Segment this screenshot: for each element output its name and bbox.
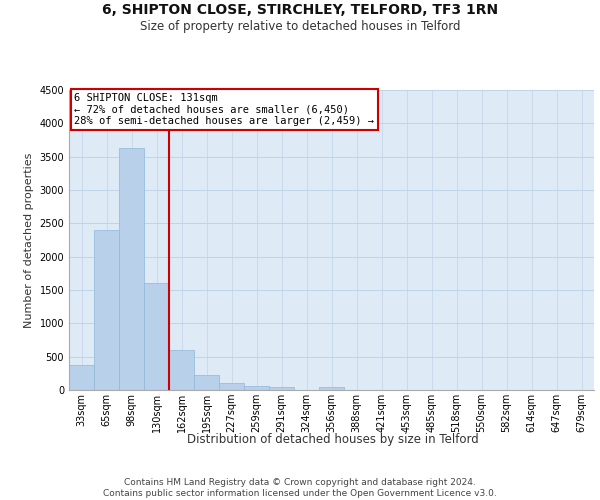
Bar xyxy=(194,375,219,390)
Y-axis label: Number of detached properties: Number of detached properties xyxy=(24,152,34,328)
Bar xyxy=(69,365,94,390)
Text: 6, SHIPTON CLOSE, STIRCHLEY, TELFORD, TF3 1RN: 6, SHIPTON CLOSE, STIRCHLEY, TELFORD, TF… xyxy=(102,2,498,16)
Text: Distribution of detached houses by size in Telford: Distribution of detached houses by size … xyxy=(187,432,479,446)
Text: Contains HM Land Registry data © Crown copyright and database right 2024.
Contai: Contains HM Land Registry data © Crown c… xyxy=(103,478,497,498)
Bar xyxy=(169,350,194,390)
Bar xyxy=(244,386,269,390)
Text: 6 SHIPTON CLOSE: 131sqm
← 72% of detached houses are smaller (6,450)
28% of semi: 6 SHIPTON CLOSE: 131sqm ← 72% of detache… xyxy=(74,93,374,126)
Bar xyxy=(119,148,144,390)
Bar xyxy=(144,284,169,390)
Bar xyxy=(94,230,119,390)
Bar xyxy=(269,386,294,390)
Text: Size of property relative to detached houses in Telford: Size of property relative to detached ho… xyxy=(140,20,460,33)
Bar xyxy=(319,386,344,390)
Bar xyxy=(219,384,244,390)
